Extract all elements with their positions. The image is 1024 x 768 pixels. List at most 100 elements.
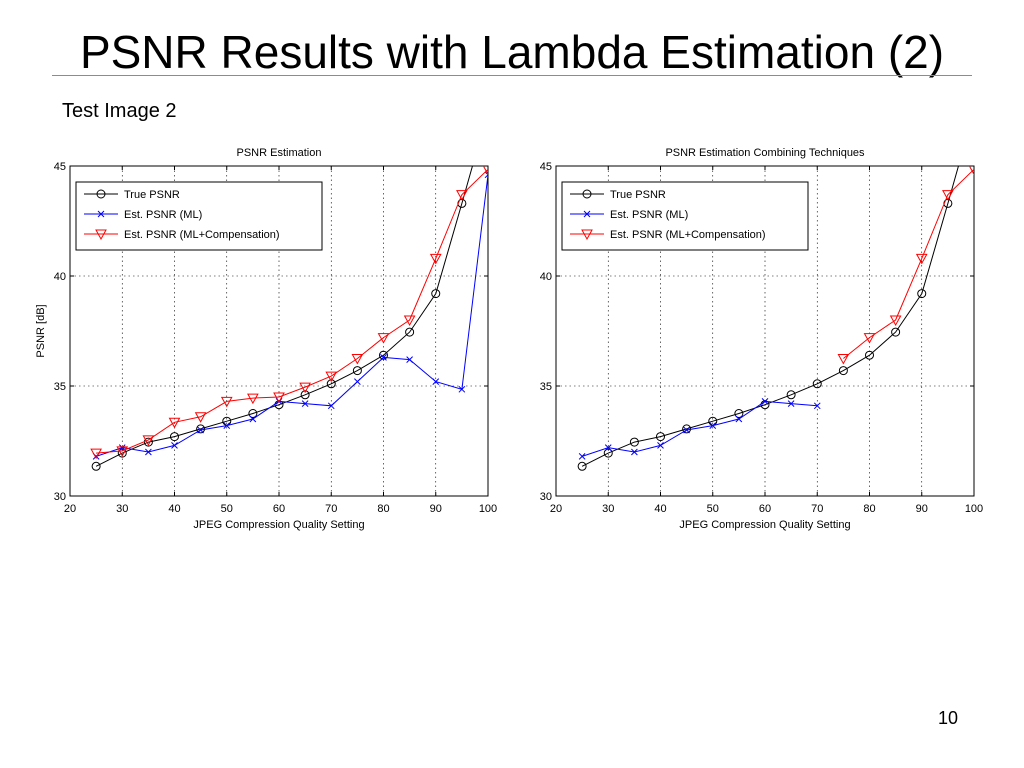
data-point xyxy=(812,379,822,389)
data-point xyxy=(194,412,207,423)
legend: True PSNR Est. PSNR (ML) Est. PSNR (ML+Com… xyxy=(75,181,323,251)
data-point xyxy=(837,354,850,365)
legend-swatch-marker xyxy=(581,229,593,241)
data-point xyxy=(379,350,388,360)
data-point xyxy=(761,398,769,405)
series-line xyxy=(96,168,488,454)
data-point xyxy=(603,448,613,458)
series-est-psnr-ml xyxy=(92,171,488,460)
series-est-psnr-ml-compensation xyxy=(90,166,488,460)
data-point xyxy=(838,366,848,376)
x-tick-label: 80 xyxy=(377,503,389,515)
legend-entry: Est. PSNR (ML+Compensation) xyxy=(610,229,766,241)
title-divider xyxy=(52,75,972,76)
chart-title: PSNR Estimation xyxy=(237,147,322,159)
data-point xyxy=(273,392,285,404)
data-point xyxy=(458,385,466,393)
data-point xyxy=(354,378,361,385)
data-point xyxy=(865,350,874,360)
data-point xyxy=(116,446,129,457)
data-point xyxy=(863,333,876,344)
page-number: 10 xyxy=(938,708,959,728)
data-point xyxy=(406,356,413,363)
data-point xyxy=(915,253,928,265)
data-point xyxy=(456,190,468,201)
data-point xyxy=(91,461,101,471)
data-point xyxy=(431,289,441,299)
y-tick-label: 35 xyxy=(540,381,552,393)
x-tick-label: 60 xyxy=(273,503,285,515)
data-point xyxy=(145,448,152,456)
data-point xyxy=(249,415,257,423)
legend-entry: Est. PSNR (ML) xyxy=(124,209,202,221)
x-axis-label: JPEG Compression Quality Setting xyxy=(679,519,850,531)
x-tick-label: 50 xyxy=(707,503,719,515)
series-est-psnr-ml-compensation xyxy=(837,166,974,365)
data-point xyxy=(301,400,309,407)
x-tick-label: 30 xyxy=(116,503,128,515)
x-tick-label: 100 xyxy=(965,503,983,515)
data-point xyxy=(326,379,336,389)
data-point xyxy=(604,444,612,451)
data-point xyxy=(429,253,442,265)
data-point xyxy=(482,166,488,176)
slide-title: PSNR Results with Lambda Estimation (2) xyxy=(79,26,945,78)
data-point xyxy=(735,415,743,423)
legend: True PSNR Est. PSNR (ML) Est. PSNR (ML+Com… xyxy=(561,181,809,251)
x-tick-label: 60 xyxy=(759,503,771,515)
legend-box xyxy=(75,181,323,251)
y-tick-label: 35 xyxy=(54,381,66,393)
data-point xyxy=(352,366,362,376)
data-point xyxy=(577,461,587,471)
data-point xyxy=(90,448,102,460)
legend-swatch-marker xyxy=(96,189,106,199)
legend-box xyxy=(561,181,809,251)
data-point xyxy=(578,453,586,460)
data-point xyxy=(300,390,310,400)
legend-swatch-marker xyxy=(582,189,592,199)
data-point xyxy=(968,166,974,176)
x-tick-label: 30 xyxy=(602,503,614,515)
series-true-psnr xyxy=(577,107,978,471)
data-point xyxy=(248,409,258,418)
y-tick-label: 40 xyxy=(540,271,552,283)
legend-entry: True PSNR xyxy=(124,189,180,201)
legend-entry: Est. PSNR (ML) xyxy=(610,209,688,221)
series-line xyxy=(95,166,473,467)
data-point xyxy=(734,409,744,418)
x-tick-label: 70 xyxy=(811,503,823,515)
data-point xyxy=(170,432,179,442)
data-point xyxy=(380,354,387,361)
data-point xyxy=(942,190,954,201)
data-point xyxy=(432,378,440,385)
data-point xyxy=(891,327,901,337)
y-tick-label: 40 xyxy=(54,271,66,283)
x-axis-label: JPEG Compression Quality Setting xyxy=(193,519,364,531)
data-point xyxy=(657,442,664,449)
data-point xyxy=(247,393,259,405)
data-point xyxy=(171,442,178,449)
x-tick-label: 90 xyxy=(916,503,928,515)
legend-entry: True PSNR xyxy=(610,189,666,201)
data-point xyxy=(917,289,927,299)
data-point xyxy=(484,171,488,179)
data-point xyxy=(970,107,978,115)
x-tick-label: 20 xyxy=(64,503,76,515)
data-point xyxy=(142,435,155,446)
legend-swatch-marker xyxy=(95,229,107,241)
data-point xyxy=(405,327,415,337)
y-tick-label: 45 xyxy=(540,161,552,173)
x-tick-label: 70 xyxy=(325,503,337,515)
data-point xyxy=(631,448,638,456)
series-line xyxy=(581,166,959,467)
series-est-psnr-ml xyxy=(578,398,821,460)
data-point xyxy=(787,400,795,407)
x-tick-label: 40 xyxy=(168,503,180,515)
x-tick-label: 80 xyxy=(863,503,875,515)
legend-swatch-marker xyxy=(583,210,591,218)
x-tick-label: 100 xyxy=(479,503,497,515)
series-line xyxy=(581,400,818,457)
data-point xyxy=(889,315,902,327)
